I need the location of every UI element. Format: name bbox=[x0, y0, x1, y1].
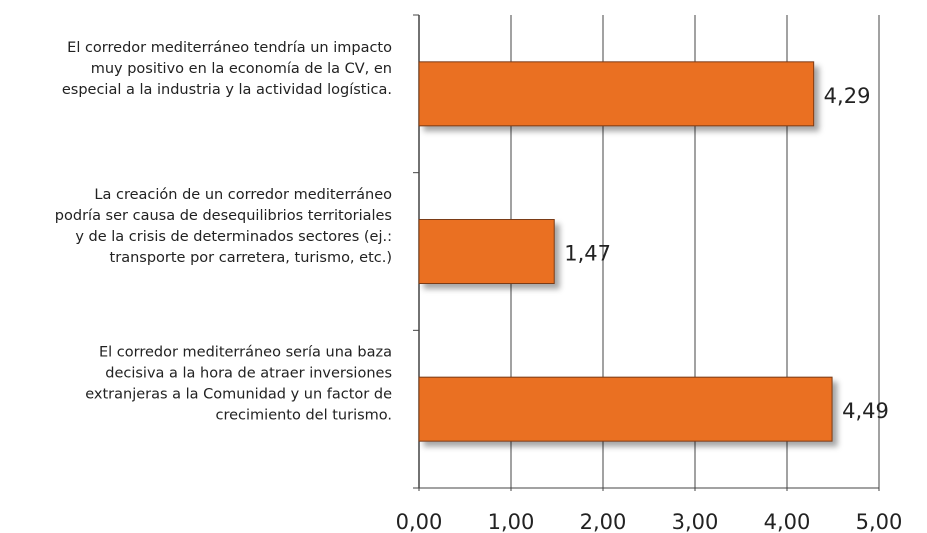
category-label: especial a la industria y la actividad l… bbox=[62, 82, 392, 98]
category-label: crecimiento del turismo. bbox=[216, 408, 393, 424]
category-label: podría ser causa de desequilibrios terri… bbox=[55, 208, 392, 224]
category-label: El corredor mediterráneo sería una baza bbox=[99, 345, 392, 361]
bar bbox=[418, 219, 555, 284]
x-tick-label: 5,00 bbox=[856, 510, 903, 533]
x-tick-label: 1,00 bbox=[488, 510, 535, 533]
value-label: 1,47 bbox=[564, 242, 611, 266]
category-label: El corredor mediterráneo tendría un impa… bbox=[67, 40, 392, 56]
category-label: muy positivo en la economía de la CV, en bbox=[91, 61, 392, 77]
category-label: y de la crisis de determinados sectores … bbox=[75, 229, 392, 245]
category-label: transporte por carretera, turismo, etc.) bbox=[110, 250, 392, 266]
value-label: 4,29 bbox=[824, 84, 871, 108]
category-label: extranjeras a la Comunidad y un factor d… bbox=[85, 387, 392, 403]
x-tick-label: 0,00 bbox=[396, 510, 443, 533]
x-tick-label: 4,00 bbox=[764, 510, 811, 533]
category-label: La creación de un corredor mediterráneo bbox=[94, 187, 392, 203]
bar bbox=[418, 376, 833, 442]
value-label: 4,49 bbox=[842, 399, 889, 423]
category-label: decisiva a la hora de atraer inversiones bbox=[105, 366, 392, 382]
bar bbox=[418, 61, 815, 127]
x-tick-label: 3,00 bbox=[672, 510, 719, 533]
x-tick-label: 2,00 bbox=[580, 510, 627, 533]
